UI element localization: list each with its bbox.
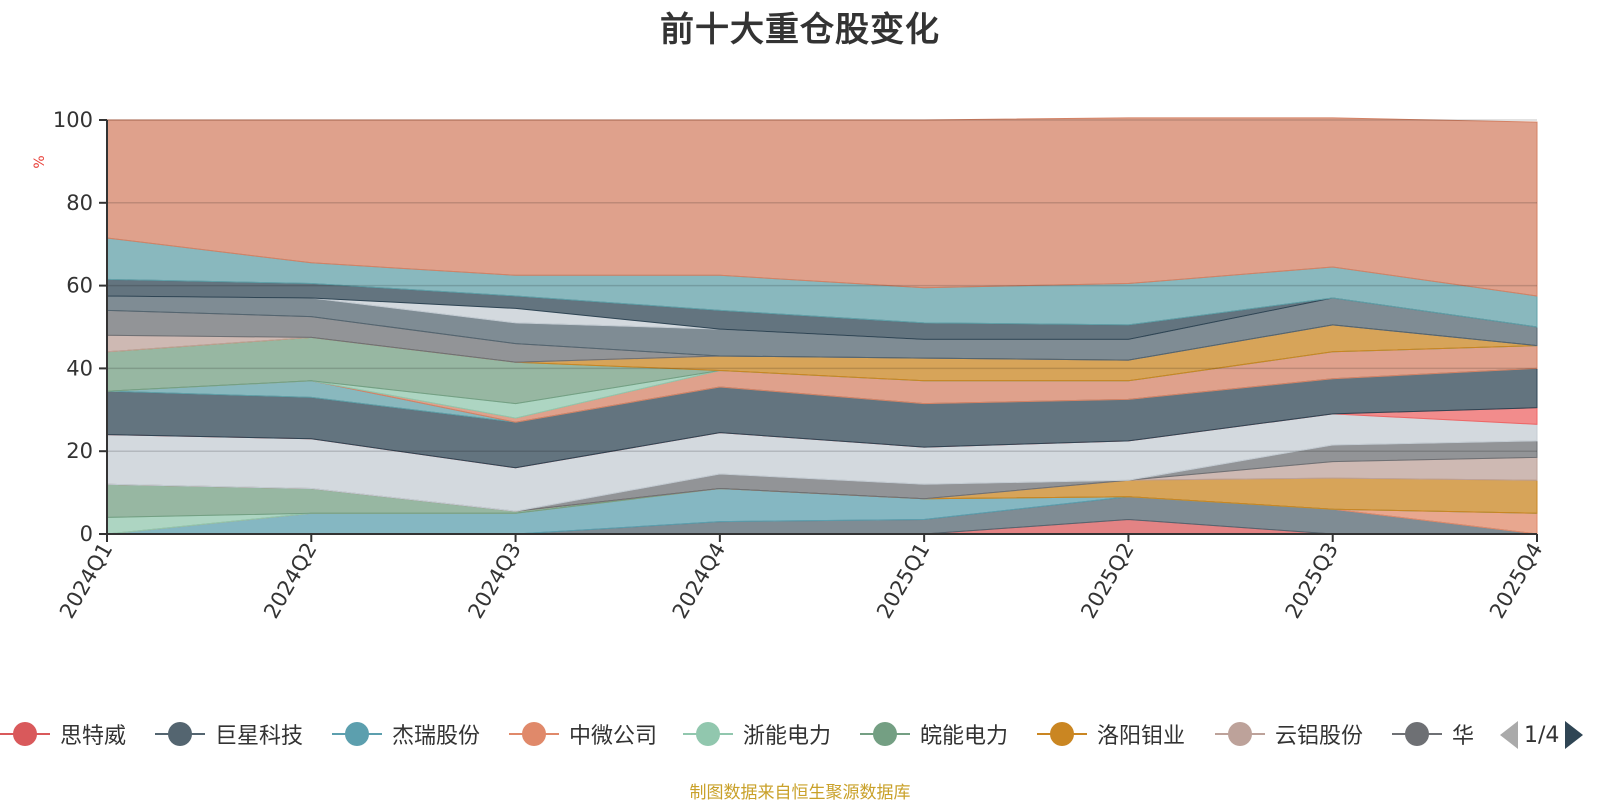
x-tick-label: 2024Q3 bbox=[463, 539, 525, 623]
legend-swatch-icon bbox=[509, 721, 559, 747]
legend-item-label: 杰瑞股份 bbox=[392, 724, 481, 749]
legend-item[interactable]: 中微公司 bbox=[509, 714, 657, 754]
legend-swatch-icon bbox=[683, 721, 733, 747]
legend-item-label: 浙能电力 bbox=[743, 724, 832, 749]
y-tick-label: 60 bbox=[66, 274, 93, 298]
legend-item[interactable]: 杰瑞股份 bbox=[332, 714, 480, 754]
source-note: 制图数据来自恒生聚源数据库 bbox=[689, 783, 911, 803]
x-tick-label: 2024Q4 bbox=[668, 539, 730, 623]
legend-pager: 1/4 bbox=[1500, 718, 1600, 752]
legend-swatch-icon bbox=[860, 721, 910, 747]
legend-swatch-icon bbox=[332, 721, 382, 747]
legend-item[interactable]: 华 bbox=[1392, 714, 1474, 754]
legend-item-label: 中微公司 bbox=[569, 724, 658, 749]
chart-title: 前十大重仓股变化 bbox=[660, 10, 940, 50]
y-tick-label: 100 bbox=[53, 108, 93, 132]
y-tick-label: 0 bbox=[80, 522, 93, 546]
legend-item-label: 华 bbox=[1452, 724, 1475, 749]
legend-item-label: 巨星科技 bbox=[215, 724, 304, 749]
chart-plot: 0 20 40 60 80 100 2024Q1 2024Q2 2024Q3 2024Q4 2025… bbox=[32, 108, 1547, 623]
legend-page-indicator: 1/4 bbox=[1524, 722, 1560, 748]
legend-swatch-icon bbox=[1037, 721, 1087, 747]
legend: 思特威 巨星科技 杰瑞股份 中微公司 浙能电力 皖能电力 洛阳钼业 云铝股份 华 bbox=[0, 714, 1480, 754]
legend-swatch-icon bbox=[1215, 721, 1265, 747]
legend-prev-page-button[interactable] bbox=[1500, 721, 1518, 749]
legend-item[interactable]: 云铝股份 bbox=[1215, 714, 1363, 754]
legend-item[interactable]: 思特威 bbox=[0, 714, 126, 754]
x-tick-label: 2024Q1 bbox=[55, 539, 117, 623]
y-axis-unit-label: % bbox=[32, 155, 48, 168]
area-series-layer bbox=[106, 117, 1538, 535]
y-tick-label: 20 bbox=[66, 439, 93, 463]
legend-item[interactable]: 皖能电力 bbox=[860, 714, 1008, 754]
x-tick-label: 2025Q3 bbox=[1281, 539, 1343, 623]
legend-swatch-icon bbox=[1392, 721, 1442, 747]
legend-swatch-icon bbox=[0, 721, 50, 747]
legend-swatch-icon bbox=[155, 721, 205, 747]
legend-next-page-button[interactable] bbox=[1565, 721, 1584, 749]
x-tick-label: 2024Q2 bbox=[259, 539, 321, 623]
area-series-23[interactable] bbox=[106, 117, 1538, 297]
legend-item-label: 洛阳钼业 bbox=[1097, 724, 1186, 749]
legend-item-label: 皖能电力 bbox=[920, 724, 1009, 749]
y-tick-label: 80 bbox=[66, 191, 93, 215]
y-tick-label: 40 bbox=[66, 356, 93, 380]
legend-item[interactable]: 巨星科技 bbox=[155, 714, 303, 754]
legend-item-label: 思特威 bbox=[60, 724, 127, 749]
x-tick-label: 2025Q4 bbox=[1485, 539, 1547, 623]
legend-item-label: 云铝股份 bbox=[1275, 724, 1364, 749]
legend-item[interactable]: 浙能电力 bbox=[683, 714, 831, 754]
x-tick-label: 2025Q1 bbox=[872, 539, 934, 623]
x-tick-label: 2025Q2 bbox=[1076, 539, 1138, 623]
legend-item[interactable]: 洛阳钼业 bbox=[1037, 714, 1185, 754]
